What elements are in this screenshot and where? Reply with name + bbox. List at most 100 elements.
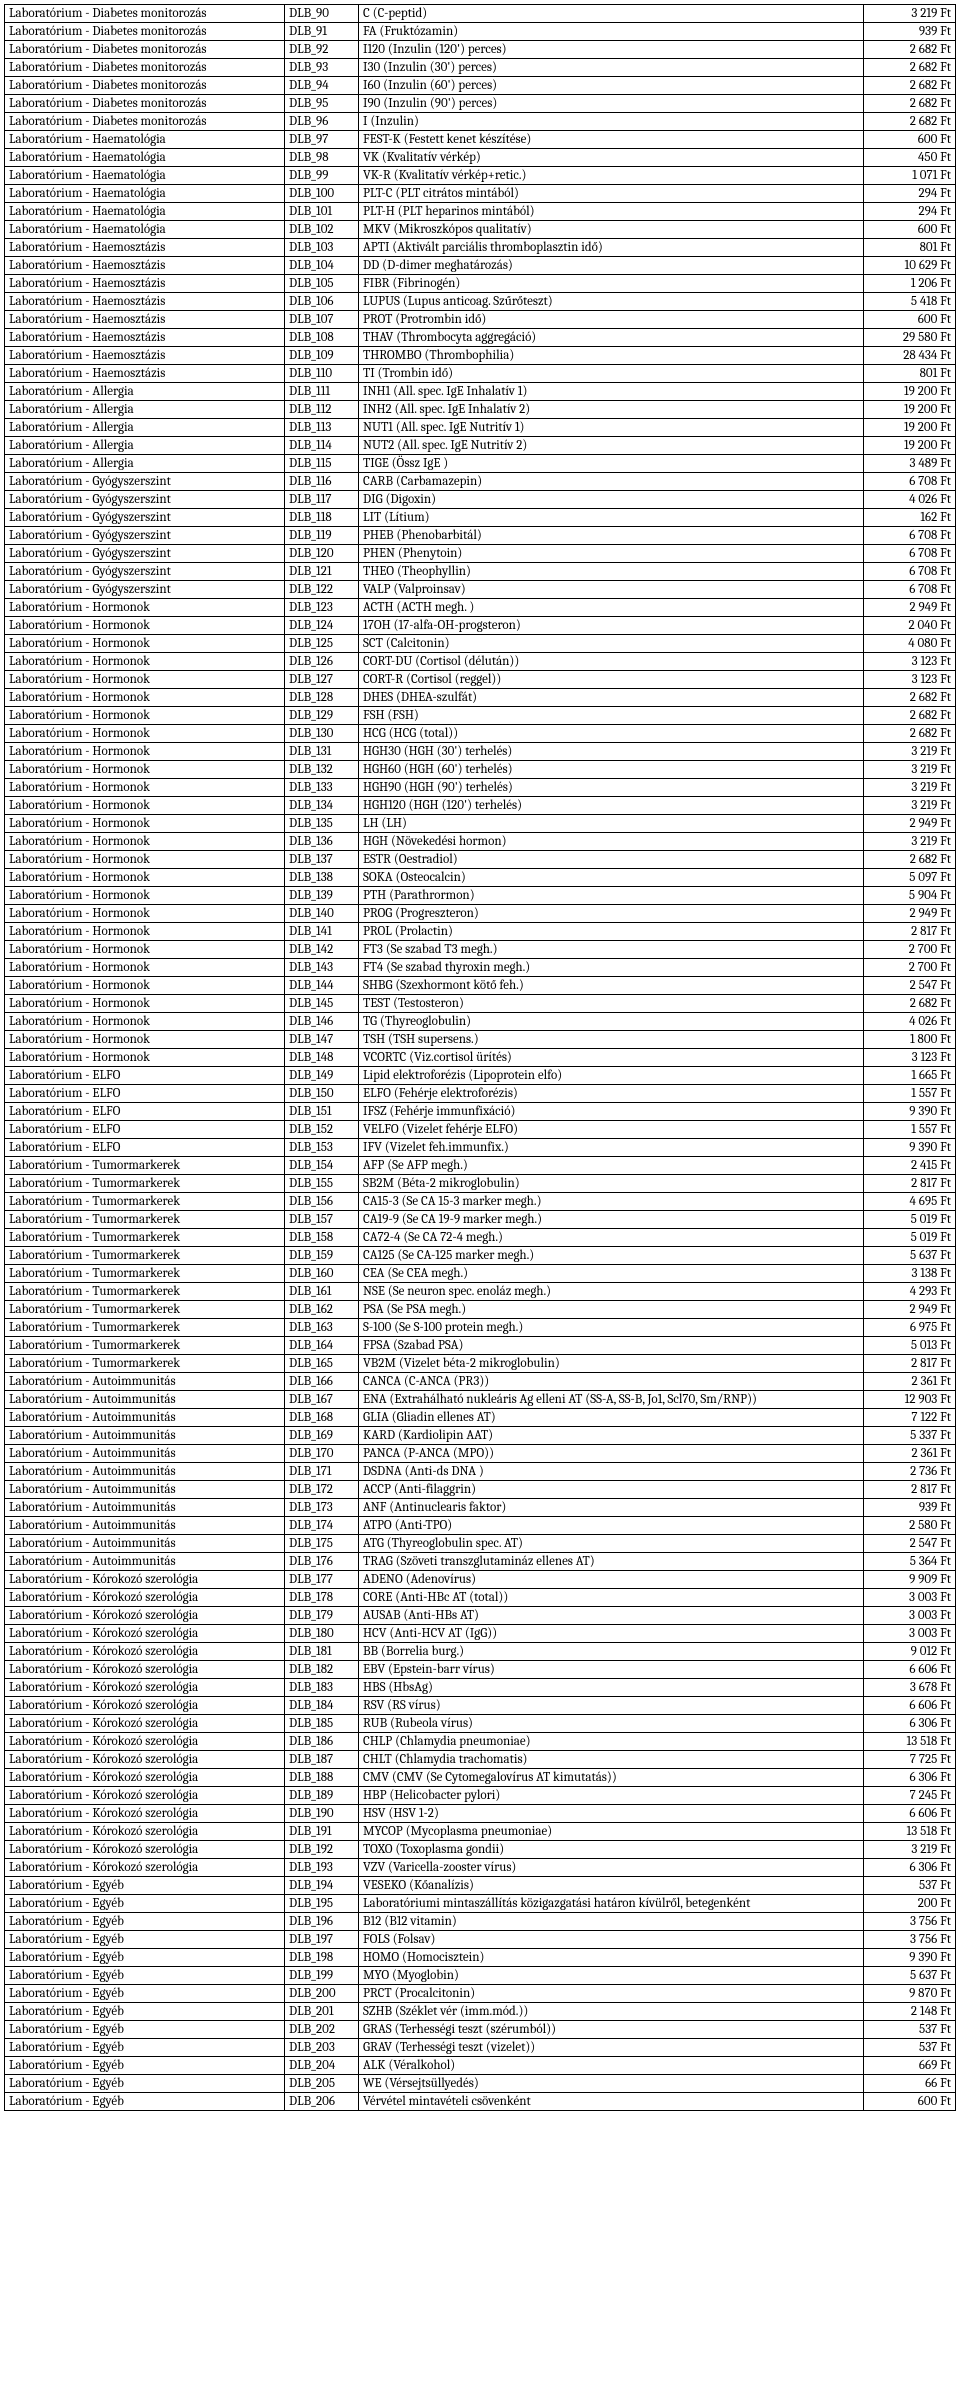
- table-row: Laboratórium - AutoimmunitásDLB_175ATG (…: [5, 1535, 956, 1553]
- price-cell: 28 434 Ft: [864, 347, 956, 365]
- category-cell: Laboratórium - Hormonok: [5, 977, 285, 995]
- price-cell: 4 293 Ft: [864, 1283, 956, 1301]
- price-cell: 6 606 Ft: [864, 1805, 956, 1823]
- price-cell: 9 870 Ft: [864, 1985, 956, 2003]
- table-row: Laboratórium - ELFODLB_149Lipid elektrof…: [5, 1067, 956, 1085]
- code-cell: DLB_193: [285, 1859, 359, 1877]
- description-cell: HSV (HSV 1-2): [359, 1805, 864, 1823]
- category-cell: Laboratórium - Allergia: [5, 455, 285, 473]
- price-cell: 2 682 Ft: [864, 851, 956, 869]
- table-row: Laboratórium - GyógyszerszintDLB_122VALP…: [5, 581, 956, 599]
- description-cell: VK-R (Kvalitatív vérkép+retic.): [359, 167, 864, 185]
- description-cell: IFSZ (Fehérje immunfixáció): [359, 1103, 864, 1121]
- category-cell: Laboratórium - Egyéb: [5, 2075, 285, 2093]
- category-cell: Laboratórium - Hormonok: [5, 887, 285, 905]
- category-cell: Laboratórium - Hormonok: [5, 707, 285, 725]
- price-cell: 4 080 Ft: [864, 635, 956, 653]
- description-cell: FEST-K (Festett kenet készítése): [359, 131, 864, 149]
- code-cell: DLB_115: [285, 455, 359, 473]
- description-cell: CA125 (Se CA-125 marker megh.): [359, 1247, 864, 1265]
- price-cell: 3 489 Ft: [864, 455, 956, 473]
- price-cell: 600 Ft: [864, 131, 956, 149]
- code-cell: DLB_177: [285, 1571, 359, 1589]
- price-cell: 294 Ft: [864, 185, 956, 203]
- category-cell: Laboratórium - Hormonok: [5, 779, 285, 797]
- code-cell: DLB_91: [285, 23, 359, 41]
- price-cell: 5 904 Ft: [864, 887, 956, 905]
- description-cell: I90 (Inzulin (90') perces): [359, 95, 864, 113]
- price-cell: 6 708 Ft: [864, 545, 956, 563]
- description-cell: DHES (DHEA-szulfát): [359, 689, 864, 707]
- category-cell: Laboratórium - Kórokozó szerológia: [5, 1715, 285, 1733]
- code-cell: DLB_161: [285, 1283, 359, 1301]
- category-cell: Laboratórium - Autoimmunitás: [5, 1553, 285, 1571]
- description-cell: S-100 (Se S-100 protein megh.): [359, 1319, 864, 1337]
- category-cell: Laboratórium - Hormonok: [5, 653, 285, 671]
- price-cell: 2 817 Ft: [864, 1355, 956, 1373]
- category-cell: Laboratórium - Tumormarkerek: [5, 1283, 285, 1301]
- category-cell: Laboratórium - Autoimmunitás: [5, 1481, 285, 1499]
- table-row: Laboratórium - Diabetes monitorozásDLB_9…: [5, 41, 956, 59]
- table-row: Laboratórium - Kórokozó szerológiaDLB_19…: [5, 1823, 956, 1841]
- table-row: Laboratórium - HormonokDLB_136HGH (Növek…: [5, 833, 956, 851]
- price-cell: 5 019 Ft: [864, 1229, 956, 1247]
- category-cell: Laboratórium - Haematológia: [5, 203, 285, 221]
- code-cell: DLB_106: [285, 293, 359, 311]
- category-cell: Laboratórium - Hormonok: [5, 995, 285, 1013]
- code-cell: DLB_104: [285, 257, 359, 275]
- code-cell: DLB_102: [285, 221, 359, 239]
- table-row: Laboratórium - ELFODLB_152VELFO (Vizelet…: [5, 1121, 956, 1139]
- description-cell: HOMO (Homocisztein): [359, 1949, 864, 1967]
- table-row: Laboratórium - AllergiaDLB_111INH1 (All.…: [5, 383, 956, 401]
- category-cell: Laboratórium - Egyéb: [5, 2021, 285, 2039]
- description-cell: THAV (Thrombocyta aggregáció): [359, 329, 864, 347]
- price-cell: 2 817 Ft: [864, 1481, 956, 1499]
- price-cell: 4 695 Ft: [864, 1193, 956, 1211]
- category-cell: Laboratórium - Hormonok: [5, 815, 285, 833]
- category-cell: Laboratórium - Kórokozó szerológia: [5, 1697, 285, 1715]
- price-cell: 6 606 Ft: [864, 1661, 956, 1679]
- category-cell: Laboratórium - Diabetes monitorozás: [5, 95, 285, 113]
- category-cell: Laboratórium - Egyéb: [5, 1967, 285, 1985]
- price-cell: 2 682 Ft: [864, 995, 956, 1013]
- table-row: Laboratórium - EgyébDLB_200PRCT (Procalc…: [5, 1985, 956, 2003]
- description-cell: GLIA (Gliadin ellenes AT): [359, 1409, 864, 1427]
- category-cell: Laboratórium - Hormonok: [5, 833, 285, 851]
- description-cell: KARD (Kardiolipin AAT): [359, 1427, 864, 1445]
- table-row: Laboratórium - HormonokDLB_135LH (LH)2 9…: [5, 815, 956, 833]
- description-cell: LUPUS (Lupus anticoag. Szűrőteszt): [359, 293, 864, 311]
- category-cell: Laboratórium - Kórokozó szerológia: [5, 1787, 285, 1805]
- category-cell: Laboratórium - Gyógyszerszint: [5, 509, 285, 527]
- description-cell: DD (D-dimer meghatározás): [359, 257, 864, 275]
- code-cell: DLB_202: [285, 2021, 359, 2039]
- category-cell: Laboratórium - ELFO: [5, 1067, 285, 1085]
- category-cell: Laboratórium - Hormonok: [5, 743, 285, 761]
- description-cell: RSV (RS vírus): [359, 1697, 864, 1715]
- description-cell: DIG (Digoxin): [359, 491, 864, 509]
- category-cell: Laboratórium - Egyéb: [5, 2093, 285, 2111]
- price-cell: 3 219 Ft: [864, 5, 956, 23]
- price-cell: 19 200 Ft: [864, 419, 956, 437]
- category-cell: Laboratórium - Haemosztázis: [5, 239, 285, 257]
- table-row: Laboratórium - AllergiaDLB_112INH2 (All.…: [5, 401, 956, 419]
- category-cell: Laboratórium - Hormonok: [5, 725, 285, 743]
- code-cell: DLB_137: [285, 851, 359, 869]
- description-cell: TG (Thyreoglobulin): [359, 1013, 864, 1031]
- description-cell: ESTR (Oestradiol): [359, 851, 864, 869]
- description-cell: ELFO (Fehérje elektroforézis): [359, 1085, 864, 1103]
- table-row: Laboratórium - HormonokDLB_137ESTR (Oest…: [5, 851, 956, 869]
- price-cell: 4 026 Ft: [864, 491, 956, 509]
- price-cell: 294 Ft: [864, 203, 956, 221]
- description-cell: VESEKO (Kőanalízis): [359, 1877, 864, 1895]
- description-cell: PSA (Se PSA megh.): [359, 1301, 864, 1319]
- code-cell: DLB_116: [285, 473, 359, 491]
- category-cell: Laboratórium - Egyéb: [5, 2057, 285, 2075]
- price-cell: 6 708 Ft: [864, 527, 956, 545]
- code-cell: DLB_186: [285, 1733, 359, 1751]
- code-cell: DLB_93: [285, 59, 359, 77]
- code-cell: DLB_162: [285, 1301, 359, 1319]
- table-row: Laboratórium - AutoimmunitásDLB_166CANCA…: [5, 1373, 956, 1391]
- category-cell: Laboratórium - Hormonok: [5, 617, 285, 635]
- price-cell: 2 547 Ft: [864, 977, 956, 995]
- price-cell: 450 Ft: [864, 149, 956, 167]
